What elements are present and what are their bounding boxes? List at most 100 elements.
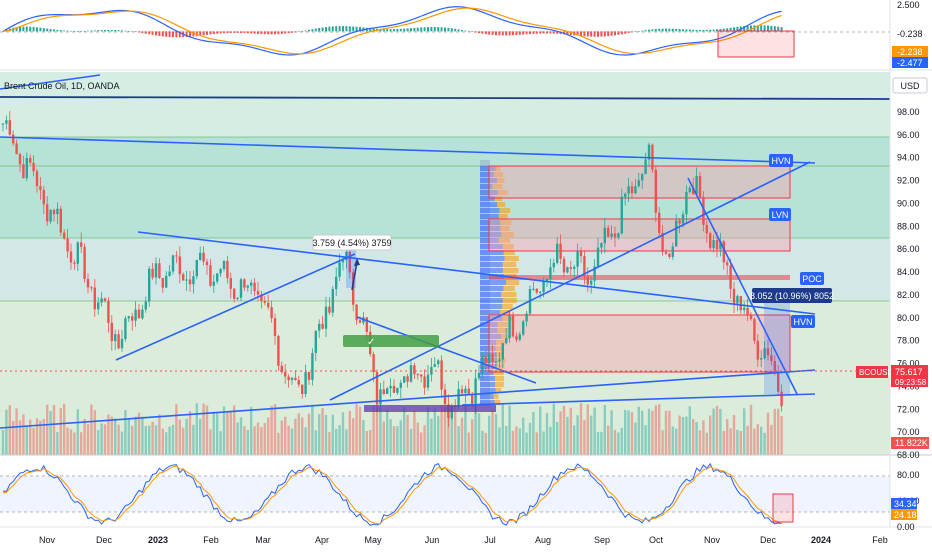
macd-pane[interactable] [0,6,890,58]
candle [35,171,39,187]
volume-bar [301,417,304,455]
candle [202,252,205,262]
profile-row-up [480,340,497,345]
price-tick-label: 80.00 [897,313,920,323]
profile-row-up [480,232,502,237]
macd-hist-bar [73,30,76,32]
candle [566,267,569,273]
time-x-axis[interactable]: Nov Dec 2023 Feb Mar Apr May Jun Jul Aug Sep Oct Nov… [39,535,888,545]
macd-hist-bar [522,31,525,35]
candle [236,297,239,299]
macd-hist-bar [637,31,640,32]
macd-hist-bar [556,31,559,34]
profile-row-down [496,340,505,345]
volume-bar [773,408,776,455]
macd-hist-bar [250,31,253,34]
candle [471,395,474,404]
profile-row-down [503,286,515,291]
candle [777,373,780,392]
volume-bar [440,404,443,455]
candle [8,120,11,135]
candle [525,313,528,322]
volume-bar [450,408,453,455]
volume-bars [1,403,783,455]
profile-row-down [497,322,509,327]
measure-up-label[interactable]: 3.759 (4.54%) 3759 [312,234,392,251]
volume-bar [171,424,175,455]
volume-bar [69,429,73,455]
trendline-steep-down [687,177,798,395]
profile-row-up [480,202,498,207]
macd-hist-bar [529,31,531,35]
macd-hist-bar [675,28,678,32]
macd-hist-bar [117,30,120,32]
volume-bar [18,420,22,455]
trendline-rising [329,161,811,401]
candle [260,294,263,301]
volume-bar [430,418,433,455]
price-tick-label: 96.00 [897,130,920,140]
candle [97,302,100,310]
volume-bar [603,404,606,455]
macd-y-axis[interactable]: 2.500 [897,0,920,10]
macd-hist-bar [709,29,712,32]
svg-text:BCOUSD: BCOUSD [859,368,893,377]
macd-hist-bar [593,31,596,37]
volume-bar [644,425,647,455]
currency-button[interactable]: USD [892,77,928,94]
candle [93,287,96,310]
time-tick-label: 2023 [148,535,168,545]
volume-bar [695,422,698,455]
volume-bar [617,432,620,455]
macd-hist-bar [355,26,358,32]
candle [637,180,640,187]
stoch-d-readout: 24.18 [891,509,917,520]
macd-hist-bar [267,31,270,35]
macd-hist-bar [304,30,307,32]
trendline-upper-resistance [0,136,816,164]
volume-bar [318,414,321,455]
macd-hist-bar [104,30,106,32]
volume-bar [195,403,198,455]
candle [726,262,729,266]
candle [756,340,759,360]
candles [1,110,783,428]
macd-hist-bar [733,27,735,32]
candle [59,208,62,233]
candle [573,266,576,269]
candle [294,377,297,381]
hvn-badge-bottom[interactable]: HVN [791,315,815,328]
macd-hist-bar [607,31,610,37]
volume-bar [481,430,484,455]
candle [301,384,304,394]
candle [610,233,613,237]
measure-down-label[interactable]: 8.052 (10.96%) 8052 [750,288,834,303]
volume-bar [576,415,579,455]
volume-bar [335,428,338,455]
volume-bar [341,412,345,455]
poc-badge[interactable]: POC [800,272,824,285]
candle [379,389,382,405]
macd-hist-bar [729,27,732,32]
candle [719,241,722,250]
profile-row-up [480,310,501,315]
candle [556,243,559,263]
candle [338,262,341,277]
price-tick-label: 76.00 [897,359,920,369]
profile-row-up [480,166,496,171]
candle [552,262,555,268]
macd-highlight-box [717,30,795,58]
lvn-badge[interactable]: LVN [769,208,791,221]
hvn-badge-top[interactable]: HVN [769,154,793,167]
price-pane[interactable]: ✓ 3.759 (4.54%) 3759 8.052 (10.96%) 8052… [0,72,932,456]
stochastic-pane[interactable] [0,462,890,526]
profile-row-up [480,280,507,285]
macd-hist-bar [685,29,688,32]
candle [335,276,338,290]
volume-bar [29,419,32,455]
profile-row-down [497,178,505,183]
candle [620,196,623,234]
macd-hist-bar [736,26,739,32]
